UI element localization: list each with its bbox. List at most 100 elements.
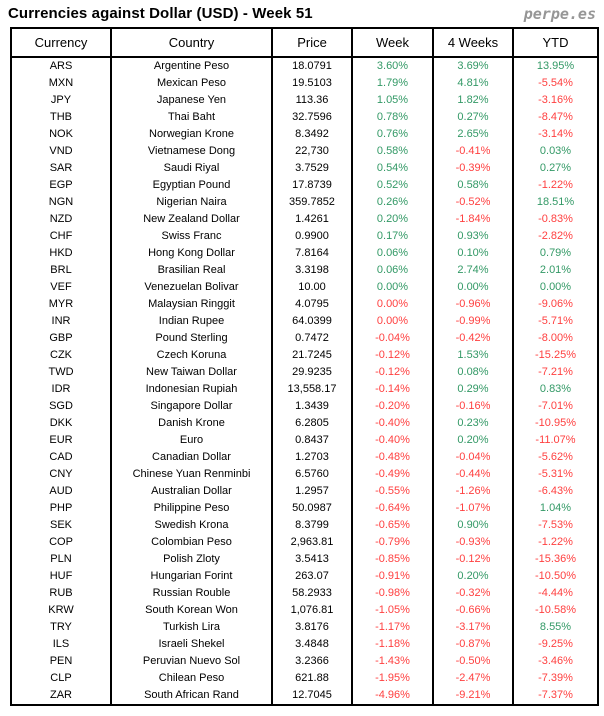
table-row: NZD New Zealand Dollar 1.4261 0.20% -1.84% -0… [10,211,599,228]
currency-code-cell: BRL [10,262,112,279]
table-row: BRL Brasilian Real 3.3198 0.06% 2.74% 2.01% [10,262,599,279]
ytd-cell: -1.22% [512,177,599,194]
ytd-cell: -1.22% [512,534,599,551]
table-row: SGD Singapore Dollar 1.3439 -0.20% -0.16% -7.… [10,398,599,415]
column-header-week: Week [351,28,434,58]
currency-code-cell: NGN [10,194,112,211]
table-row: CAD Canadian Dollar 1.2703 -0.48% -0.04% -5.6… [10,449,599,466]
price-cell: 7.8164 [271,245,353,262]
currency-code-cell: PHP [10,500,112,517]
week-cell: 0.78% [351,109,434,126]
currency-table-body: ARS Argentine Peso 18.0791 3.60% 3.69% 13.95%… [10,57,599,705]
price-cell: 1.2703 [271,449,353,466]
week-cell: -4.96% [351,687,434,705]
week-cell: -0.14% [351,381,434,398]
currency-table: Currency Country Price Week 4 Weeks YTD ARS Ar… [10,27,599,706]
four-weeks-cell: -0.44% [432,466,514,483]
table-row: EGP Egyptian Pound 17.8739 0.52% 0.58% -1.22% [10,177,599,194]
ytd-cell: 0.79% [512,245,599,262]
table-row: PLN Polish Zloty 3.5413 -0.85% -0.12% -15.36% [10,551,599,568]
price-cell: 0.9900 [271,228,353,245]
table-row: DKK Danish Krone 6.2805 -0.40% 0.23% -10.95% [10,415,599,432]
country-cell: Polish Zloty [110,551,273,568]
currency-code-cell: CLP [10,670,112,687]
price-cell: 2,963.81 [271,534,353,551]
ytd-cell: -5.62% [512,449,599,466]
ytd-cell: -9.25% [512,636,599,653]
country-cell: Brasilian Real [110,262,273,279]
country-cell: Turkish Lira [110,619,273,636]
currency-code-cell: VEF [10,279,112,296]
week-cell: -1.95% [351,670,434,687]
price-cell: 3.4848 [271,636,353,653]
ytd-cell: -5.31% [512,466,599,483]
week-cell: 0.76% [351,126,434,143]
country-cell: Chilean Peso [110,670,273,687]
price-cell: 3.5413 [271,551,353,568]
price-cell: 8.3799 [271,517,353,534]
week-cell: 0.00% [351,313,434,330]
week-cell: -0.55% [351,483,434,500]
price-cell: 21.7245 [271,347,353,364]
four-weeks-cell: -0.39% [432,160,514,177]
ytd-cell: 0.00% [512,279,599,296]
four-weeks-cell: -0.93% [432,534,514,551]
table-row: NOK Norwegian Krone 8.3492 0.76% 2.65% -3.14% [10,126,599,143]
week-cell: -1.18% [351,636,434,653]
table-row: MYR Malaysian Ringgit 4.0795 0.00% -0.96% -9.… [10,296,599,313]
country-cell: Indian Rupee [110,313,273,330]
four-weeks-cell: 0.20% [432,432,514,449]
country-cell: Argentine Peso [110,57,273,75]
country-cell: Hong Kong Dollar [110,245,273,262]
week-cell: -0.12% [351,364,434,381]
currency-code-cell: AUD [10,483,112,500]
currency-code-cell: CZK [10,347,112,364]
country-cell: Swiss Franc [110,228,273,245]
table-row: HKD Hong Kong Dollar 7.8164 0.06% 0.10% 0.79% [10,245,599,262]
country-cell: Australian Dollar [110,483,273,500]
country-cell: Canadian Dollar [110,449,273,466]
currency-code-cell: INR [10,313,112,330]
country-cell: Euro [110,432,273,449]
price-cell: 8.3492 [271,126,353,143]
country-cell: Israeli Shekel [110,636,273,653]
price-cell: 0.8437 [271,432,353,449]
week-cell: 0.06% [351,245,434,262]
table-row: JPY Japanese Yen 113.36 1.05% 1.82% -3.16% [10,92,599,109]
four-weeks-cell: 0.00% [432,279,514,296]
table-row: SEK Swedish Krona 8.3799 -0.65% 0.90% -7.53% [10,517,599,534]
country-cell: Danish Krone [110,415,273,432]
header-row: Currency Country Price Week 4 Weeks YTD [10,28,599,58]
ytd-cell: -10.58% [512,602,599,619]
price-cell: 22,730 [271,143,353,160]
week-cell: 0.00% [351,296,434,313]
week-cell: -1.43% [351,653,434,670]
table-row: CHF Swiss Franc 0.9900 0.17% 0.93% -2.82% [10,228,599,245]
country-cell: South Korean Won [110,602,273,619]
week-cell: 1.05% [351,92,434,109]
four-weeks-cell: 1.82% [432,92,514,109]
price-cell: 18.0791 [271,57,353,75]
four-weeks-cell: -1.84% [432,211,514,228]
price-cell: 1.2957 [271,483,353,500]
table-row: INR Indian Rupee 64.0399 0.00% -0.99% -5.71% [10,313,599,330]
four-weeks-cell: -0.04% [432,449,514,466]
table-row: TWD New Taiwan Dollar 29.9235 -0.12% 0.08% -7… [10,364,599,381]
ytd-cell: 18.51% [512,194,599,211]
price-cell: 64.0399 [271,313,353,330]
price-cell: 4.0795 [271,296,353,313]
ytd-cell: 0.03% [512,143,599,160]
country-cell: Singapore Dollar [110,398,273,415]
price-cell: 58.2933 [271,585,353,602]
ytd-cell: -3.14% [512,126,599,143]
four-weeks-cell: -1.26% [432,483,514,500]
price-cell: 13,558.17 [271,381,353,398]
table-row: HUF Hungarian Forint 263.07 -0.91% 0.20% -10.… [10,568,599,585]
price-cell: 32.7596 [271,109,353,126]
week-cell: 0.26% [351,194,434,211]
table-row: CNY Chinese Yuan Renminbi 6.5760 -0.49% -0.4… [10,466,599,483]
week-cell: 0.20% [351,211,434,228]
week-cell: -0.64% [351,500,434,517]
country-cell: Hungarian Forint [110,568,273,585]
